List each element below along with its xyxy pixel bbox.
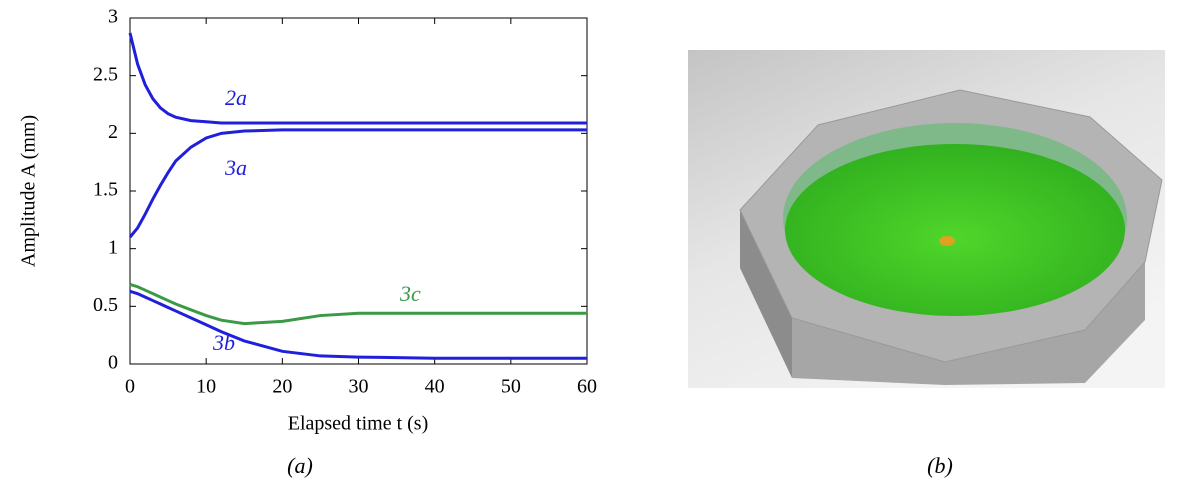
render-panel <box>688 50 1165 388</box>
caption: (b) <box>927 453 953 478</box>
series-line <box>128 32 587 125</box>
y-tick-label: 2 <box>108 121 118 143</box>
series-label: 2a <box>225 85 247 110</box>
x-tick-label: 50 <box>501 376 521 398</box>
y-tick-label: 3 <box>108 6 118 28</box>
x-tick-label: 20 <box>272 376 292 398</box>
container-side <box>740 210 792 378</box>
x-axis-label: Elapsed time t (s) <box>288 413 429 435</box>
x-tick-label: 40 <box>425 376 445 398</box>
caption: (a) <box>287 453 313 478</box>
droplet <box>939 236 955 246</box>
x-tick-label: 0 <box>125 376 135 398</box>
y-tick-label: 1.5 <box>93 179 118 201</box>
y-axis-label: Amplitude A (mm) <box>18 115 40 267</box>
liquid-surface <box>785 144 1125 316</box>
x-tick-label: 60 <box>577 376 597 398</box>
x-tick-label: 10 <box>196 376 216 398</box>
series-line <box>128 128 587 239</box>
series-line <box>129 282 587 326</box>
x-tick-label: 30 <box>349 376 369 398</box>
y-tick-label: 0.5 <box>93 294 118 316</box>
series-label: 3b <box>212 330 235 355</box>
y-tick-label: 0 <box>108 352 118 374</box>
y-tick-label: 2.5 <box>93 63 118 85</box>
y-tick-label: 1 <box>108 236 118 258</box>
series-label: 3a <box>224 155 247 180</box>
series-line <box>129 289 587 360</box>
container-side <box>792 262 1145 385</box>
series-label: 3c <box>399 281 421 306</box>
